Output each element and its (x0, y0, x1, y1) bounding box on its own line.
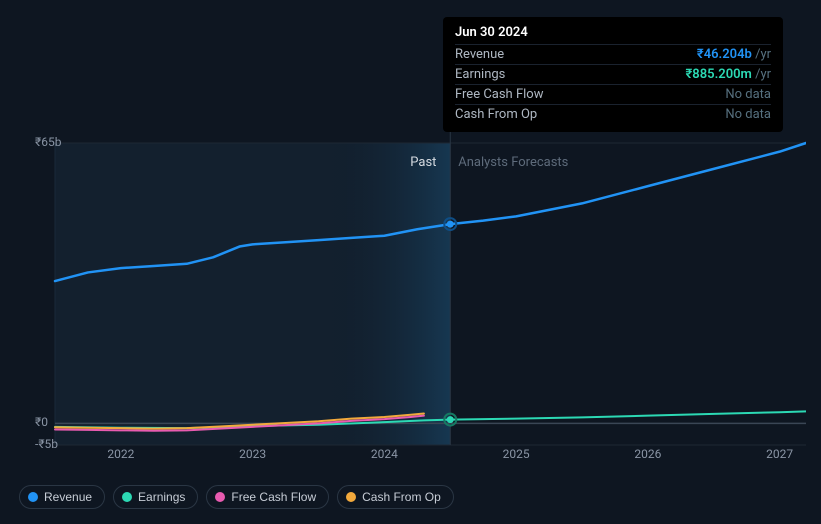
x-tick-label: 2022 (107, 447, 134, 461)
x-tick-label: 2026 (634, 447, 661, 461)
tooltip-row-label: Cash From Op (455, 107, 537, 122)
legend-label: Free Cash Flow (231, 490, 316, 504)
past-label: Past (410, 155, 436, 170)
tooltip-row: Revenue ₹46.204b /yr (455, 44, 771, 64)
tooltip-row-value: ₹885.200m /yr (685, 67, 771, 82)
legend-dot-icon (122, 492, 132, 502)
legend-dot-icon (346, 492, 356, 502)
marker-earnings (447, 416, 454, 423)
legend-label: Earnings (138, 490, 185, 504)
tooltip-row-value: No data (725, 87, 771, 102)
legend-item-cfo[interactable]: Cash From Op (337, 485, 454, 509)
x-tick-label: 2027 (766, 447, 793, 461)
legend-dot-icon (215, 492, 225, 502)
y-tick-label: -₹5b (35, 437, 58, 451)
tooltip-row-label: Earnings (455, 67, 505, 82)
hover-tooltip: Jun 30 2024 Revenue ₹46.204b /yr Earnings ₹… (443, 17, 783, 132)
legend-label: Revenue (44, 490, 92, 504)
marker-revenue (447, 221, 454, 228)
tooltip-row-value: No data (725, 107, 771, 122)
legend-item-fcf[interactable]: Free Cash Flow (206, 485, 329, 509)
legend-item-earnings[interactable]: Earnings (113, 485, 198, 509)
tooltip-row-value: ₹46.204b /yr (697, 47, 771, 62)
y-tick-label: ₹0 (35, 415, 48, 429)
forecast-label: Analysts Forecasts (458, 155, 568, 170)
tooltip-date: Jun 30 2024 (455, 25, 771, 44)
legend-item-revenue[interactable]: Revenue (19, 485, 105, 509)
tooltip-row-label: Free Cash Flow (455, 87, 543, 102)
x-tick-label: 2023 (239, 447, 266, 461)
x-tick-label: 2024 (371, 447, 398, 461)
legend-dot-icon (28, 492, 38, 502)
tooltip-row: Earnings ₹885.200m /yr (455, 64, 771, 84)
tooltip-row: Cash From Op No data (455, 104, 771, 124)
y-tick-label: ₹65b (35, 135, 61, 149)
financial-forecast-chart: ₹65b ₹0 -₹5b 2022 2023 2024 2025 2026 2027 Past… (15, 15, 806, 509)
tooltip-row-label: Revenue (455, 47, 504, 62)
legend: Revenue Earnings Free Cash Flow Cash From O… (19, 485, 454, 509)
legend-label: Cash From Op (362, 490, 441, 504)
tooltip-row: Free Cash Flow No data (455, 84, 771, 104)
x-tick-label: 2025 (503, 447, 530, 461)
